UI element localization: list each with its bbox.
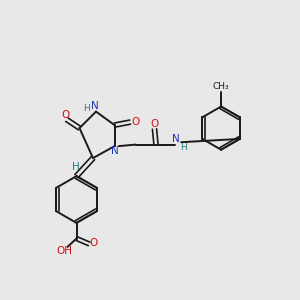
Text: O: O <box>90 238 98 248</box>
Text: H: H <box>84 104 90 113</box>
Text: H: H <box>180 143 187 152</box>
Text: N: N <box>172 134 180 145</box>
Text: O: O <box>150 119 159 129</box>
Text: H: H <box>73 162 80 172</box>
Text: N: N <box>91 101 98 111</box>
Text: CH₃: CH₃ <box>213 82 230 91</box>
Text: O: O <box>131 116 140 127</box>
Text: OH: OH <box>56 246 72 256</box>
Text: N: N <box>111 146 119 157</box>
Text: O: O <box>61 110 70 120</box>
